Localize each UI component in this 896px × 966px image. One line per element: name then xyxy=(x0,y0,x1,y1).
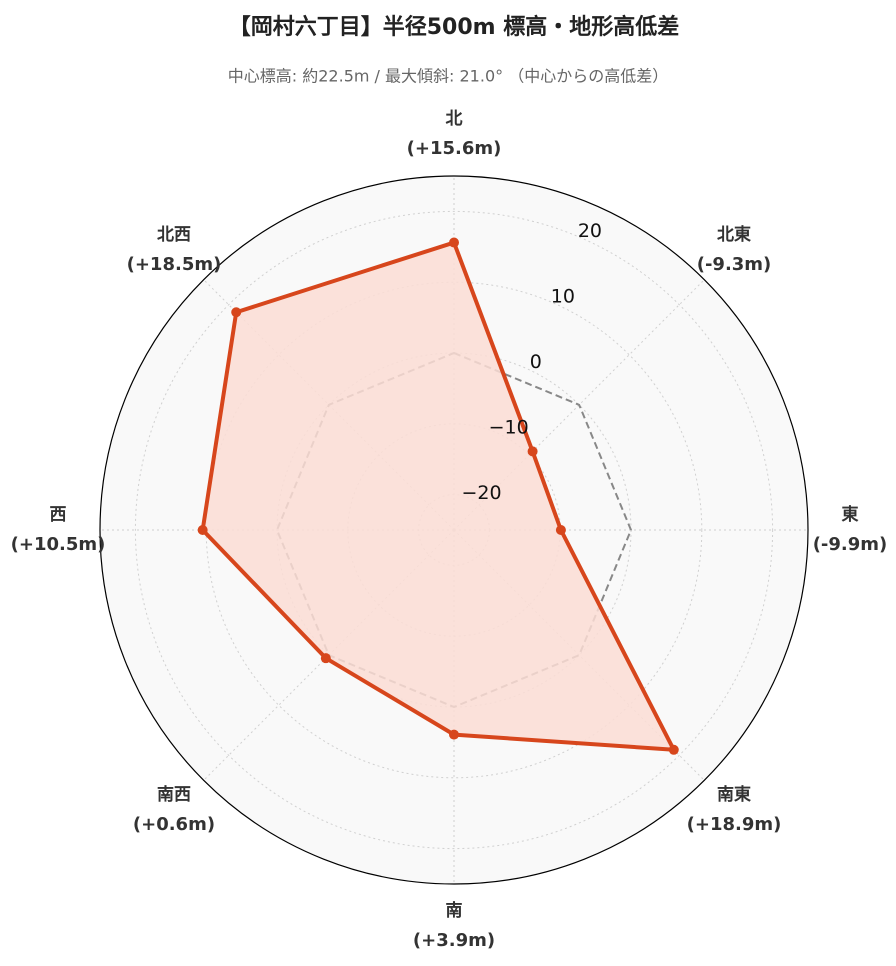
data-point xyxy=(231,307,242,318)
value-label: (+18.9m) xyxy=(687,814,782,835)
data-point xyxy=(197,525,208,535)
value-label: (+18.5m) xyxy=(127,254,222,275)
data-point xyxy=(320,653,331,664)
r-tick-label: −20 xyxy=(461,482,501,504)
r-tick-label: 0 xyxy=(530,351,542,373)
data-point xyxy=(527,446,538,457)
value-label: (+0.6m) xyxy=(133,814,215,835)
category-label: 北 xyxy=(446,109,463,129)
grid-circle xyxy=(205,281,703,779)
data-point xyxy=(555,525,566,535)
chart-subtitle: 中心標高: 約22.5m / 最大傾斜: 21.0° （中心からの高低差） xyxy=(228,67,668,86)
r-tick-label: −10 xyxy=(489,416,529,438)
category-label: 南東 xyxy=(717,784,751,805)
data-point xyxy=(449,729,459,740)
data-point xyxy=(449,237,459,248)
value-label: (+3.9m) xyxy=(413,930,495,951)
chart-title: 【岡村六丁目】半径500m 標高・地形高低差 xyxy=(229,14,680,40)
value-label: (-9.9m) xyxy=(813,534,888,555)
value-label: (+15.6m) xyxy=(407,138,502,159)
category-label: 西 xyxy=(50,505,67,525)
data-point xyxy=(668,744,679,755)
r-tick-label: 20 xyxy=(578,220,602,242)
value-label: (-9.3m) xyxy=(697,254,772,275)
data-area xyxy=(202,242,674,750)
category-label: 東 xyxy=(842,504,859,525)
r-tick-label: 10 xyxy=(551,286,575,308)
grid-circle xyxy=(134,210,774,850)
value-label: (+10.5m) xyxy=(11,534,106,555)
plot-border xyxy=(99,175,809,885)
category-label: 南西 xyxy=(157,784,191,805)
category-label: 北東 xyxy=(717,224,751,245)
category-label: 南 xyxy=(446,900,463,921)
category-label: 北西 xyxy=(157,225,191,245)
